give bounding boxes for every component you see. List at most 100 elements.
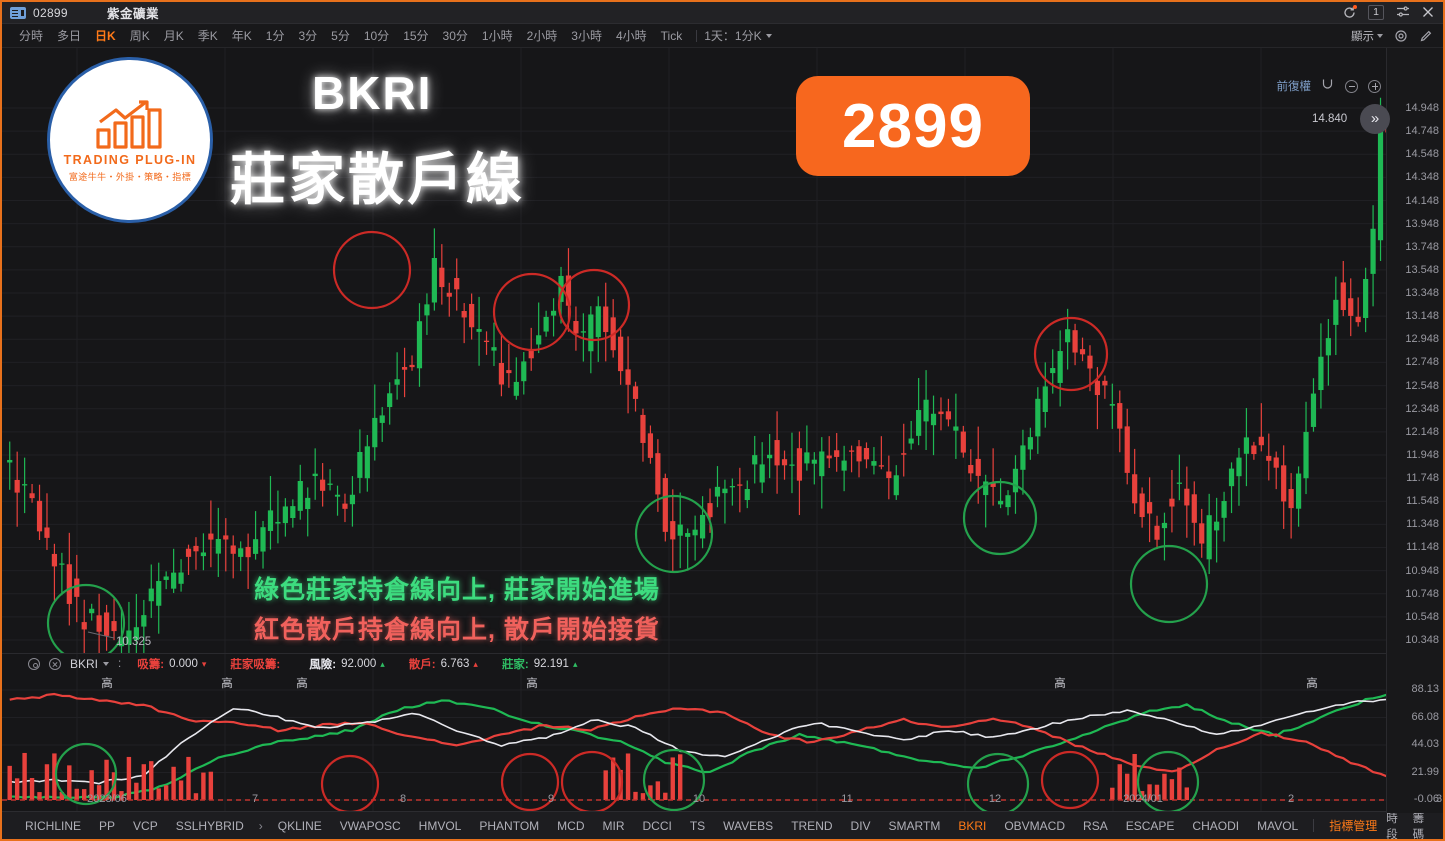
- price-axis[interactable]: 14.948 14.748 14.548 14.348 14.148 13.948 13.7…: [1386, 48, 1443, 653]
- indicator-annotation-circle: [642, 748, 706, 812]
- indicator-tab-mcd[interactable]: MCD: [557, 818, 585, 833]
- indicator-tab-mavol[interactable]: MAVOL: [1257, 818, 1299, 833]
- period-1分[interactable]: 1分: [265, 29, 285, 43]
- indicator-name[interactable]: BKRI: [70, 657, 99, 671]
- candle: [960, 431, 966, 453]
- display-menu[interactable]: 顯示: [1351, 28, 1383, 44]
- bottom-right-時段[interactable]: 時段: [1386, 812, 1398, 841]
- bottom-right-籌碼[interactable]: 籌碼: [1412, 812, 1425, 841]
- period-selector[interactable]: 1天：1分K: [704, 27, 772, 44]
- overlay-title-en: BKRI: [312, 67, 433, 119]
- indicator-tab-richline[interactable]: RICHLINE: [25, 818, 82, 833]
- price-tick: 12.148: [1405, 425, 1439, 438]
- indicator-tab-rsa[interactable]: RSA: [1083, 818, 1108, 833]
- indicator-tab-chaodi[interactable]: CHAODI: [1192, 818, 1240, 833]
- period-多日[interactable]: 多日: [57, 29, 82, 43]
- indicator-tab-vcp[interactable]: VCP: [133, 818, 158, 833]
- refresh-icon[interactable]: [1343, 5, 1358, 19]
- period-周K[interactable]: 周K: [129, 29, 150, 43]
- indicator-tab-obvmacd[interactable]: OBVMACD: [1004, 818, 1066, 833]
- indicator-histogram-bar: [208, 771, 214, 800]
- period-3分[interactable]: 3分: [298, 29, 318, 43]
- indicator-tab-dcci[interactable]: DCCI: [642, 818, 672, 833]
- plus-circle-icon[interactable]: [1368, 79, 1381, 93]
- period-Tick[interactable]: Tick: [660, 28, 683, 43]
- chevron-right-icon[interactable]: ›: [258, 818, 263, 833]
- indicator-tick: 21.99: [1411, 765, 1439, 778]
- indicator-tab-vwaposc[interactable]: VWAPOSC: [339, 818, 401, 833]
- indicator-tab-sslhybrid[interactable]: SSLHYBRID: [175, 818, 244, 833]
- period-1小時[interactable]: 1小時: [481, 29, 513, 43]
- period-季K[interactable]: 季K: [197, 29, 218, 43]
- candle: [320, 479, 326, 491]
- indicator-gear-icon[interactable]: [28, 658, 40, 670]
- date-tick: 12: [988, 793, 1002, 805]
- indicator-tick: -0.06: [1413, 793, 1439, 805]
- candle: [171, 572, 177, 589]
- undo-icon[interactable]: [1321, 77, 1335, 95]
- candle: [260, 527, 266, 552]
- candle: [1377, 119, 1384, 241]
- indicator-manager-button[interactable]: 指標管理: [1329, 819, 1378, 833]
- period-15分[interactable]: 15分: [403, 29, 429, 43]
- candle: [856, 446, 862, 462]
- pen-icon[interactable]: [1419, 29, 1433, 43]
- period-3小時[interactable]: 3小時: [571, 29, 602, 43]
- gear-icon[interactable]: [1394, 29, 1408, 43]
- candle: [1117, 403, 1123, 429]
- candle: [1303, 431, 1309, 479]
- indicator-axis[interactable]: 88.13 66.08 44.03 21.99 -0.06: [1386, 653, 1443, 813]
- minus-circle-icon[interactable]: [1345, 79, 1358, 93]
- last-price-jump-button[interactable]: »: [1360, 103, 1390, 134]
- indicator-histogram-bar: [193, 793, 199, 800]
- indicator-histogram-bar: [201, 772, 206, 800]
- indicator-tab-div[interactable]: DIV: [850, 818, 871, 833]
- price-tick: 10.348: [1405, 634, 1439, 646]
- bkri-indicator-panel[interactable]: [2, 653, 1443, 813]
- title-bar: 02899 紫金礦業 1: [2, 2, 1443, 24]
- candle: [483, 340, 490, 342]
- indicator-tab-phantom[interactable]: PHANTOM: [479, 818, 540, 833]
- indicator-tab-ts[interactable]: TS: [689, 818, 706, 833]
- indicator-tab-hmvol[interactable]: HMVOL: [418, 818, 462, 833]
- indicator-tab-escape[interactable]: ESCAPE: [1125, 818, 1175, 833]
- period-30分[interactable]: 30分: [442, 29, 468, 43]
- period-分時[interactable]: 分時: [19, 29, 44, 43]
- period-日K[interactable]: 日K: [95, 29, 116, 43]
- layout-count-badge[interactable]: 1: [1368, 5, 1384, 20]
- indicator-tab-pp[interactable]: PP: [99, 818, 116, 833]
- candlestick-chart[interactable]: [2, 48, 1443, 653]
- candle: [1087, 355, 1093, 369]
- period-年K[interactable]: 年K: [231, 29, 252, 43]
- sliders-icon[interactable]: [1396, 5, 1410, 20]
- period-5分[interactable]: 5分: [331, 29, 350, 43]
- indicator-tab-smartm[interactable]: SMARTM: [888, 818, 941, 833]
- candle: [14, 479, 20, 493]
- indicator-tab-mir[interactable]: MIR: [602, 818, 625, 833]
- candle: [863, 448, 870, 460]
- period-toolbar-actions: 顯示: [1351, 28, 1443, 44]
- indicator-field-arrow: ▴: [473, 658, 478, 669]
- period-2小時[interactable]: 2小時: [526, 29, 558, 43]
- close-icon[interactable]: [1422, 6, 1434, 20]
- candle: [111, 621, 117, 632]
- candle: [521, 361, 527, 382]
- chevron-down-icon[interactable]: [103, 662, 110, 666]
- indicator-close-icon[interactable]: [49, 658, 61, 670]
- indicator-annotation-circle: [500, 752, 560, 812]
- adjust-mode-button[interactable]: 前復權: [1276, 81, 1312, 93]
- candle: [1325, 338, 1331, 356]
- indicator-tab-trend[interactable]: TREND: [791, 818, 833, 833]
- ticker-badge: 2899: [796, 76, 1030, 176]
- period-10分[interactable]: 10分: [363, 29, 390, 43]
- indicator-tab-wavebs[interactable]: WAVEBS: [723, 818, 774, 833]
- indicator-tick: 66.08: [1411, 710, 1439, 723]
- candle: [871, 461, 877, 466]
- period-月K[interactable]: 月K: [163, 29, 184, 43]
- period-4小時[interactable]: 4小時: [615, 29, 647, 43]
- indicator-tab-bkri[interactable]: BKRI: [958, 818, 987, 833]
- candle: [685, 533, 691, 537]
- indicator-tab-bar: RICHLINE PP VCP SSLHYBRID › QKLINE VWAPOSC HMVO…: [2, 811, 1443, 839]
- brand-logo: TRADING PLUG-IN 富途牛牛・外掛・策略・指標: [47, 57, 213, 223]
- indicator-tab-qkline[interactable]: QKLINE: [277, 818, 322, 833]
